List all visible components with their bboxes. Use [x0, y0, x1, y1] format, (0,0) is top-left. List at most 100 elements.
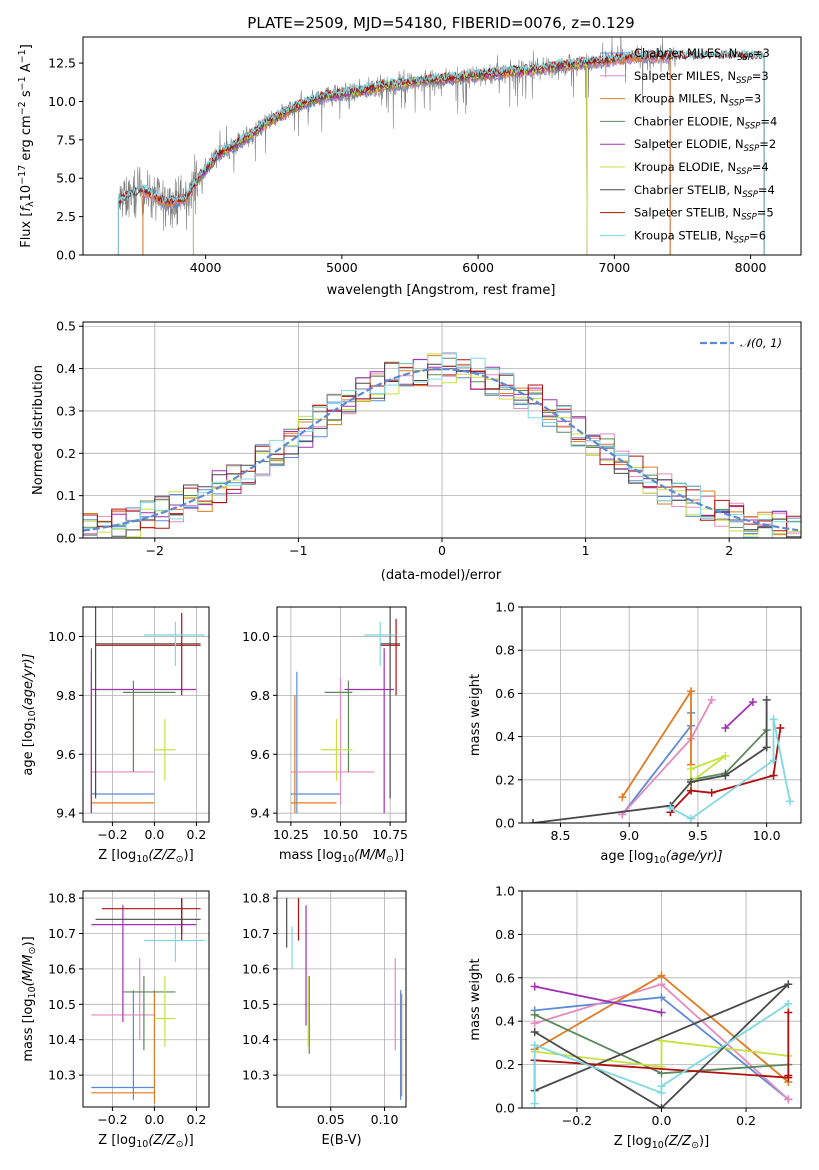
y-axis-label-part: A — [19, 63, 34, 76]
plot-area — [117, 37, 765, 255]
legend-n: N — [727, 160, 736, 174]
mass-weight-marker — [687, 814, 696, 823]
y-axis-label-part: erg cm — [19, 115, 34, 164]
x-axis-label-part: )] — [394, 848, 404, 863]
x-tick-label: 8.5 — [551, 828, 571, 843]
x-axis-label-part: ⊙ — [386, 854, 394, 865]
mass-weight-marker — [530, 1099, 539, 1108]
axes-frame — [82, 890, 210, 1108]
x-tick-label: −2 — [146, 543, 164, 558]
legend-ssp: SSP — [736, 76, 752, 86]
y-tick-label: 0.5 — [56, 319, 76, 334]
mass-weight-series — [534, 1012, 790, 1079]
x-tick-label: −0.2 — [97, 1112, 127, 1127]
y-axis-label: mass weight — [468, 674, 483, 756]
legend-n: N — [736, 114, 745, 128]
plot-area — [83, 352, 801, 538]
y-tick-label: 9.8 — [56, 688, 76, 703]
x-axis-label-part: 10 — [654, 855, 666, 866]
y-tick-label: 0.6 — [495, 686, 515, 701]
mass-weight-marker — [618, 793, 627, 802]
axes-frame — [276, 606, 407, 823]
x-tick-label: 6000 — [462, 260, 494, 275]
x-tick-label: 9.0 — [619, 828, 639, 843]
grid — [522, 606, 801, 824]
y-tick-label: 0.4 — [56, 361, 76, 376]
y-tick-label: 0.3 — [56, 403, 76, 418]
mass-weight-marker — [786, 797, 795, 806]
x-tick-label: −0.2 — [562, 1113, 592, 1128]
legend-ssp: SSP — [745, 121, 761, 131]
mass-weight-marker — [530, 982, 539, 991]
mass-weight-marker — [769, 715, 778, 724]
legend-nssp: =5 — [757, 206, 774, 220]
y-axis-label: mass [log10(M/M⊙)] — [21, 936, 38, 1061]
x-tick-label: 9.5 — [688, 828, 708, 843]
axes-frame — [276, 890, 407, 1108]
mass-weight-marker — [707, 695, 716, 704]
legend-n: N — [734, 183, 743, 197]
mass-weight-marker — [721, 752, 730, 761]
legend-model: Salpeter ELODIE, — [634, 137, 735, 151]
y-axis-label-part: f — [19, 205, 34, 212]
legend-entry: Kroupa STELIB, NSSP=6 — [634, 228, 766, 245]
y-tick-label: 0.1 — [56, 488, 76, 503]
mass-weight-marker — [776, 723, 785, 732]
y-axis-label-part: age [log — [21, 722, 36, 775]
y-axis-label-part: mass [log — [21, 998, 36, 1061]
legend-nssp: =2 — [759, 137, 776, 151]
y-axis-label-part: −1 — [17, 76, 28, 90]
axes-frame — [82, 321, 802, 539]
y-tick-label: 10.3 — [48, 1068, 76, 1083]
y-tick-label: 10.4 — [242, 1032, 270, 1047]
y-tick-label: 0.2 — [56, 446, 76, 461]
y-axis-label-part: Flux [ — [19, 212, 34, 248]
y-tick-label: 10.8 — [48, 891, 76, 906]
legend-model: Salpeter MILES, — [634, 69, 727, 83]
chart-residuals: −2 −1 0 1 2 0.0 0.1 0.2 0.3 0.4 0.5 (data-model)/er… — [31, 319, 802, 583]
y-axis-label: mass weight — [468, 958, 483, 1040]
legend-entry: Salpeter ELODIE, NSSP=2 — [634, 137, 776, 154]
y-axis-label-part: ] — [19, 44, 34, 49]
x-tick-label: 10.25 — [273, 827, 309, 842]
legend-entry: Salpeter STELIB, NSSP=5 — [634, 206, 774, 223]
legend-ssp: SSP — [736, 167, 752, 177]
mass-weight-marker — [657, 1008, 666, 1017]
x-axis-label-part: )] — [699, 1134, 709, 1149]
x-tick-label: 4000 — [190, 260, 222, 275]
legend-model: Chabrier MILES, — [634, 46, 729, 60]
mass-weight-marker — [721, 771, 730, 780]
x-axis-label: mass [log10(M/M⊙)] — [279, 848, 404, 865]
chart-massweight-vs-age: 8.5 9.0 9.5 10.0 0.0 0.2 0.4 0.6 0.8 1.0 mass weig… — [468, 600, 802, 866]
y-axis-label-part: λ — [25, 201, 36, 207]
legend-nssp: =6 — [749, 228, 766, 242]
mass-weight-marker — [784, 980, 793, 989]
y-axis-label-part: −17 — [17, 165, 28, 185]
mass-weight-marker — [762, 695, 771, 704]
mass-weight-marker — [530, 1028, 539, 1037]
legend-nssp: =3 — [753, 46, 770, 60]
mass-weight-series — [690, 755, 726, 791]
y-tick-label: 10.8 — [242, 891, 270, 906]
x-axis-label-part: age [log — [600, 849, 653, 864]
legend-entry: Chabrier MILES, NSSP=3 — [634, 46, 770, 63]
y-tick-label: 10.3 — [242, 1068, 270, 1083]
y-axis-label: Flux [fλ10−17 erg cm−2 s−1 A−1] — [17, 44, 36, 248]
legend-n: N — [729, 46, 738, 60]
x-tick-label: 7000 — [598, 260, 630, 275]
x-tick-label: 1 — [582, 543, 590, 558]
x-axis-label-part: 10 — [342, 854, 354, 865]
chart-spectrum: 4000 5000 6000 7000 8000 0.0 2.5 5.0 7.5 10.0 12.5… — [17, 14, 802, 298]
mass-weight-marker — [530, 1010, 539, 1019]
chart-mass-vs-Z: −0.2 0.0 0.2 10.3 10.4 10.5 10.6 10.7 10.8 Z [log… — [21, 890, 210, 1150]
x-axis-label: E(B-V) — [321, 1133, 361, 1148]
y-tick-label: 10.5 — [48, 997, 76, 1012]
x-tick-label: 0.10 — [371, 1112, 399, 1127]
mass-weight-marker — [657, 1104, 666, 1108]
legend-entry: Chabrier ELODIE, NSSP=4 — [634, 114, 777, 131]
y-axis-label-part: s — [19, 90, 34, 101]
normal-curve — [83, 367, 799, 532]
plot-area — [90, 607, 205, 814]
mass-weight-marker — [721, 723, 730, 732]
chart-mass-vs-EBV: 0.05 0.10 10.3 10.4 10.5 10.6 10.7 10.8 E(B-V) — [242, 890, 407, 1148]
